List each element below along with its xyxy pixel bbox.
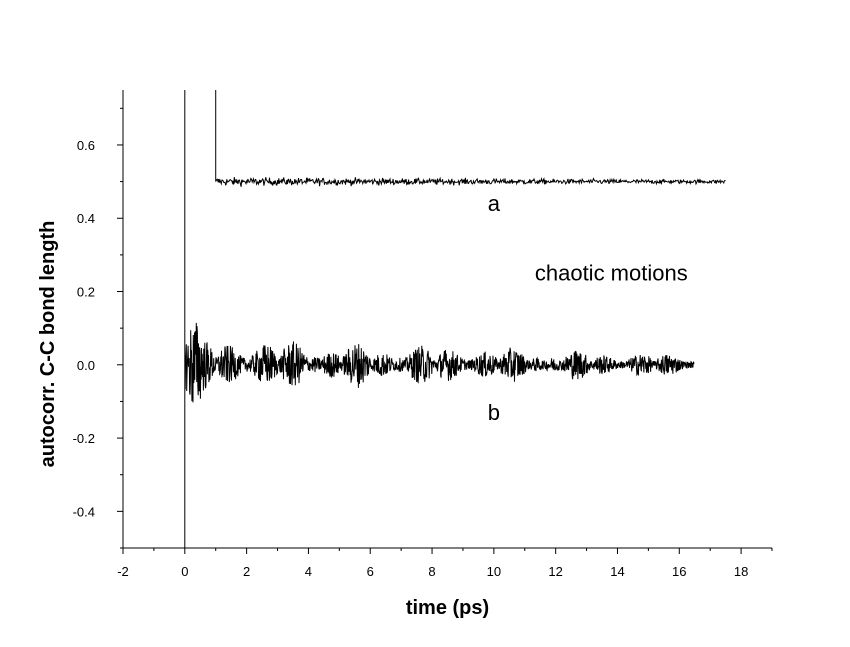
y-axis-label: autocorr. C-C bond length bbox=[37, 221, 59, 468]
x-tick-label: 4 bbox=[305, 564, 312, 579]
x-tick-label: 0 bbox=[181, 564, 188, 579]
y-tick-label: -0.4 bbox=[73, 504, 95, 519]
x-tick-label: 12 bbox=[548, 564, 562, 579]
annotation-series-b: b bbox=[488, 400, 500, 425]
y-tick-label: 0.4 bbox=[77, 211, 95, 226]
y-tick-label: 0.6 bbox=[77, 138, 95, 153]
x-tick-label: 18 bbox=[734, 564, 748, 579]
x-tick-label: 8 bbox=[428, 564, 435, 579]
annotation-chaotic-motions: chaotic motions bbox=[535, 261, 688, 286]
chart-axes: -2 0 2 4 6 8 10 12 14 16 18 -0.4 -0.2 0.0 0.2 0.4 0.6 bbox=[73, 90, 773, 579]
y-tick-label: -0.2 bbox=[73, 431, 95, 446]
x-tick-label: -2 bbox=[117, 564, 129, 579]
x-tick-label: 6 bbox=[367, 564, 374, 579]
y-tick-label: 0.2 bbox=[77, 285, 95, 300]
series-b-line bbox=[184, 90, 695, 548]
x-tick-label: 16 bbox=[672, 564, 686, 579]
x-tick-label: 14 bbox=[610, 564, 624, 579]
x-axis-label: time (ps) bbox=[406, 597, 489, 619]
chart-annotations: a b chaotic motions bbox=[488, 191, 688, 425]
series-a-line bbox=[215, 90, 726, 187]
x-tick-label: 10 bbox=[487, 564, 501, 579]
annotation-series-a: a bbox=[488, 191, 501, 216]
y-tick-label: 0.0 bbox=[77, 358, 95, 373]
x-tick-label: 2 bbox=[243, 564, 250, 579]
series-traces bbox=[184, 90, 726, 548]
